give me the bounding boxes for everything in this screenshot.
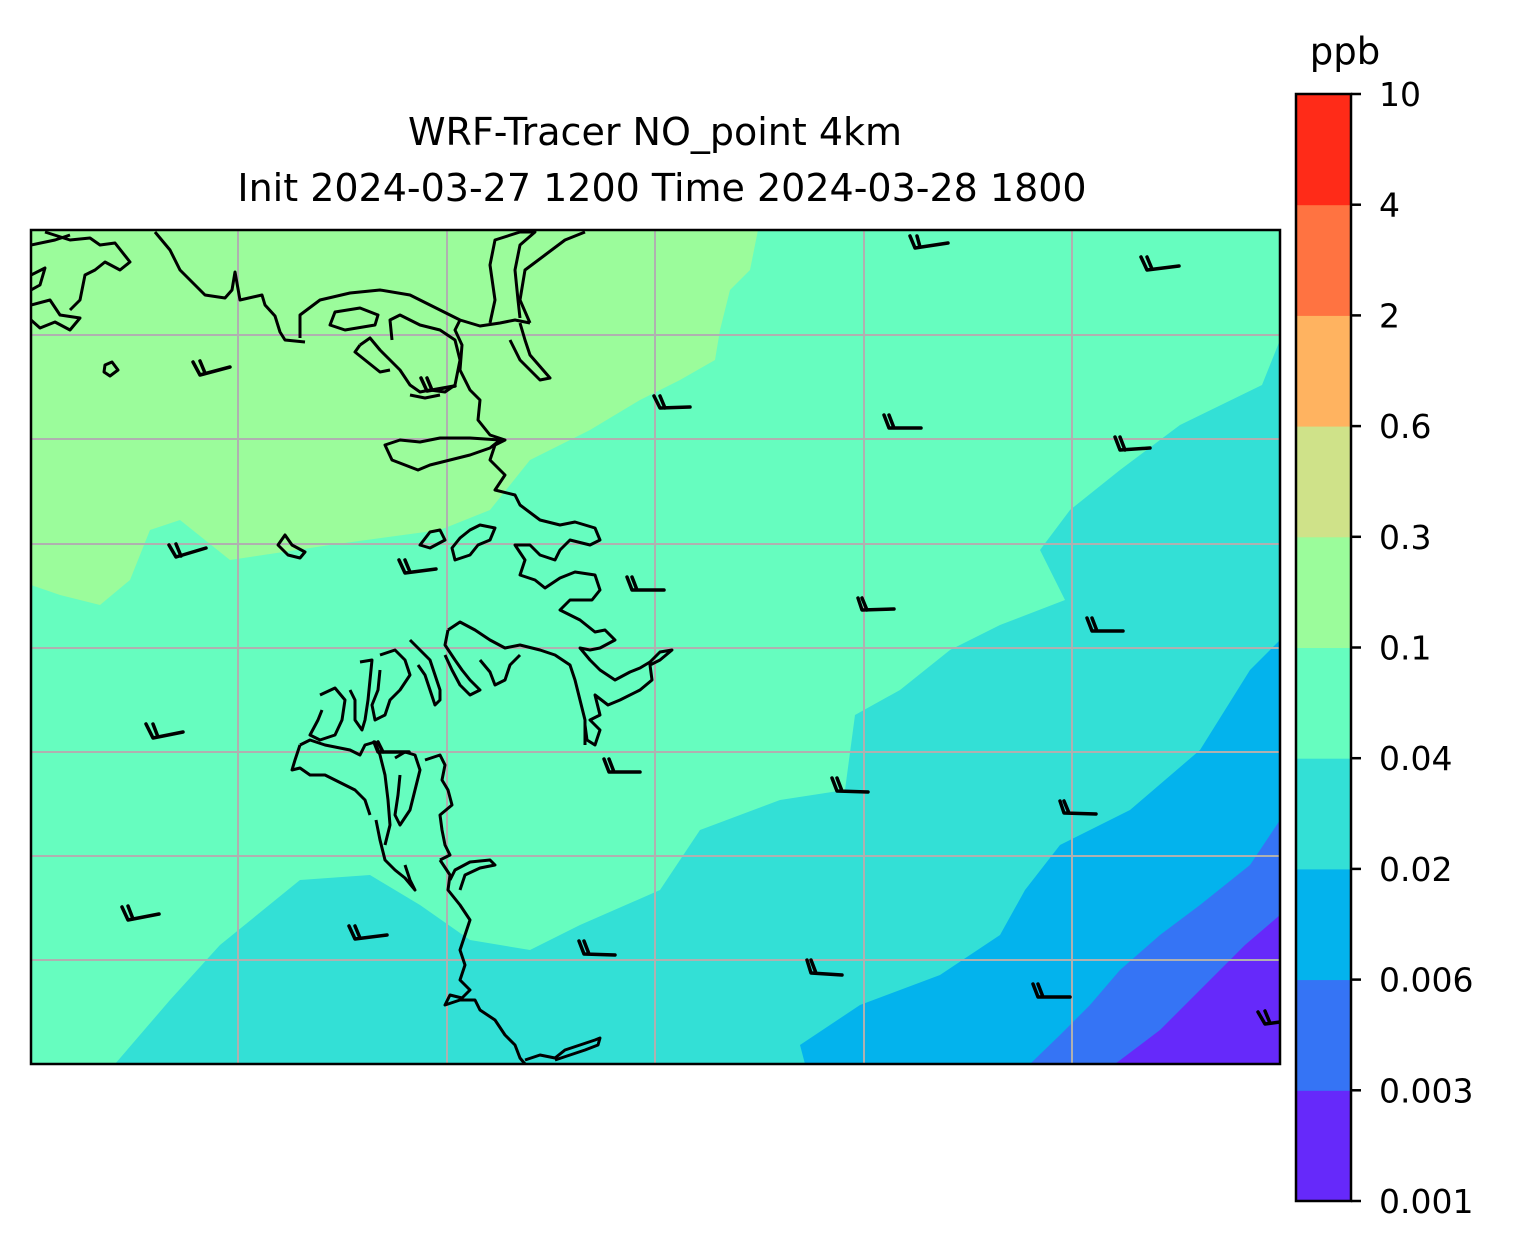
wind-barb [1139, 255, 1181, 272]
colorbar-swatch [1296, 426, 1351, 538]
wind-barb [347, 924, 389, 941]
colorbar-tick-label: 0.001 [1379, 1182, 1473, 1221]
colorbar-tick-label: 0.02 [1379, 850, 1452, 889]
colorbar-tick-label: 0.003 [1379, 1071, 1473, 1110]
wind-barb [120, 904, 161, 922]
wind-barb [1113, 435, 1152, 452]
wind-barb [1058, 799, 1098, 816]
concentration-band-0.1-0.3 [31, 230, 758, 605]
colorbar-tick-label: 10 [1379, 75, 1421, 114]
map-frame [29, 228, 1282, 1066]
wind-barb [908, 234, 950, 250]
concentration-band-0.001-0.003 [1115, 915, 1280, 1064]
wind-barb [372, 740, 411, 754]
wind-barbs [120, 234, 1280, 1026]
colorbar-tick-label: 0.1 [1379, 629, 1431, 668]
colorbar-swatch [1296, 758, 1351, 870]
colorbar-swatch [1296, 94, 1351, 206]
colorbar: 0.001 0.003 0.006 0.02 0.04 0.1 0.3 0.6 2 4 10 [1294, 75, 1473, 1221]
wind-barb [1031, 982, 1072, 999]
wind-barb [882, 413, 923, 430]
colorbar-swatch [1296, 647, 1351, 759]
colorbar-tick-label: 0.006 [1379, 961, 1473, 1000]
colorbar-tick-label: 0.04 [1379, 739, 1452, 778]
wind-barb [1085, 616, 1125, 633]
wind-barb [1256, 1009, 1280, 1026]
wind-barb [167, 542, 208, 559]
wind-barb [856, 596, 896, 612]
colorbar-swatch [1296, 204, 1351, 316]
colorbar-swatch [1296, 979, 1351, 1091]
colorbar-unit-label: ppb [1310, 30, 1380, 73]
wind-barb [577, 939, 617, 957]
map-subtitle: Init 2024-03-27 1200 Time 2024-03-28 180… [237, 166, 1086, 210]
colorbar-tick-label: 0.3 [1379, 518, 1431, 557]
coastlines [31, 230, 674, 1064]
wind-barb [805, 958, 844, 977]
wind-barb [602, 757, 642, 774]
wind-barb [144, 722, 185, 740]
colorbar-swatch [1296, 536, 1351, 648]
map-title: WRF-Tracer NO_point 4km [408, 110, 902, 154]
wind-barb [419, 376, 457, 393]
colorbar-swatch [1296, 868, 1351, 981]
wind-barb [191, 359, 232, 377]
concentration-band-0.02-0.04 [115, 340, 1280, 1064]
wind-barb [830, 776, 870, 794]
colorbar-tick-label: 2 [1379, 296, 1400, 335]
gridlines [31, 230, 1280, 1064]
wind-barb [625, 575, 666, 592]
colorbar-swatch [1296, 315, 1351, 427]
colorbar-tick-label: 0.6 [1379, 407, 1431, 446]
wind-barb [397, 558, 438, 575]
colorbar-swatch [1296, 1090, 1351, 1202]
colorbar-tick-label: 4 [1379, 186, 1400, 225]
wind-barb [652, 394, 692, 410]
map-panel [31, 230, 1280, 1064]
